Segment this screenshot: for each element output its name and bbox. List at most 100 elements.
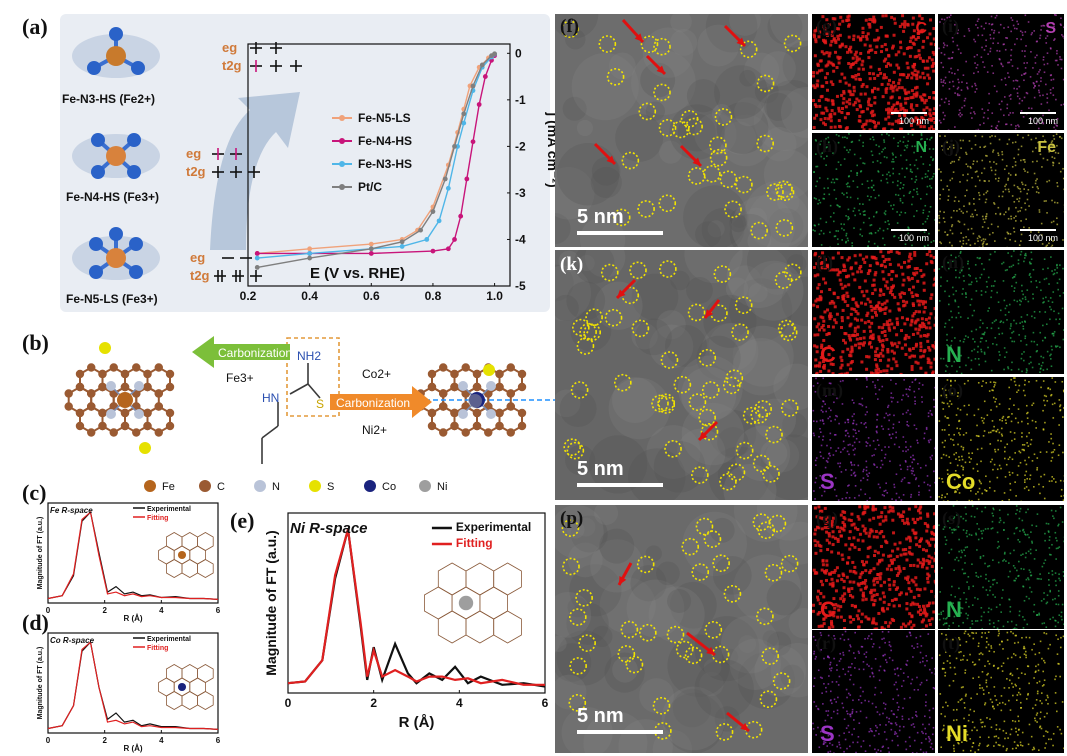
element-signal	[983, 221, 986, 223]
element-signal	[1020, 233, 1023, 236]
element-signal	[991, 520, 994, 523]
element-signal	[939, 210, 941, 213]
element-signal	[836, 415, 838, 418]
element-signal	[933, 533, 935, 537]
element-signal	[817, 526, 821, 530]
element-signal	[813, 29, 817, 33]
element-signal	[1035, 179, 1037, 182]
element-signal	[1062, 78, 1064, 81]
element-signal	[848, 484, 850, 487]
carbon-atom	[450, 408, 459, 418]
element-signal	[974, 135, 977, 137]
element-signal	[943, 526, 946, 528]
element-signal	[926, 36, 930, 40]
element-signal	[920, 325, 924, 329]
single-atom-marker	[727, 463, 746, 482]
element-signal	[1006, 319, 1008, 321]
element-signal	[951, 177, 954, 180]
element-signal	[954, 491, 956, 494]
element-signal	[992, 389, 994, 392]
element-signal	[827, 332, 831, 336]
element-signal	[916, 36, 920, 40]
element-signal	[904, 552, 908, 556]
element-signal	[877, 335, 881, 339]
element-signal	[864, 585, 868, 589]
element-signal	[979, 276, 981, 279]
element-signal	[992, 37, 995, 40]
element-signal	[821, 692, 823, 694]
element-signal	[987, 580, 990, 582]
element-signal	[913, 520, 917, 524]
element-signal	[977, 598, 979, 600]
element-signal	[881, 553, 885, 557]
element-signal	[1062, 103, 1064, 106]
element-signal	[988, 258, 991, 261]
element-signal	[946, 141, 948, 144]
element-signal	[919, 505, 923, 509]
element-signal	[925, 59, 929, 63]
element-signal	[825, 88, 829, 92]
element-signal	[1035, 191, 1038, 193]
element-signal	[957, 94, 959, 97]
element-signal	[1004, 476, 1007, 478]
element-signal	[876, 551, 880, 555]
element-signal	[1011, 413, 1013, 415]
element-signal	[820, 527, 824, 531]
element-signal	[913, 55, 917, 59]
element-signal	[909, 456, 912, 459]
element-signal	[980, 273, 983, 276]
element-signal	[927, 117, 931, 121]
element-signal	[933, 277, 935, 281]
element-signal	[1045, 451, 1048, 453]
element-signal	[1004, 551, 1006, 554]
element-signal	[997, 42, 999, 44]
element-signal	[975, 533, 978, 536]
element-signal	[1016, 20, 1018, 23]
element-signal	[951, 316, 953, 319]
element-signal	[871, 508, 875, 512]
element-signal	[881, 254, 885, 258]
element-signal	[1042, 56, 1045, 58]
element-signal	[866, 271, 870, 275]
element-signal	[868, 71, 872, 75]
element-signal	[911, 332, 915, 336]
element-signal	[980, 530, 983, 532]
element-signal	[1017, 465, 1020, 467]
element-signal	[850, 307, 854, 311]
element-signal	[1003, 213, 1005, 216]
element-signal	[873, 310, 877, 314]
element-signal	[829, 690, 832, 693]
element-signal	[1014, 481, 1016, 483]
element-signal	[915, 543, 919, 547]
texture-blob	[565, 444, 596, 476]
element-signal	[968, 533, 971, 536]
element-signal	[958, 221, 961, 223]
element-signal	[893, 84, 897, 88]
element-signal	[1049, 74, 1052, 77]
element-signal	[928, 601, 932, 605]
element-signal	[987, 346, 989, 349]
element-signal	[847, 47, 851, 51]
element-signal	[872, 602, 876, 606]
element-signal	[1031, 32, 1033, 34]
element-signal	[938, 613, 940, 615]
element-signal	[1002, 589, 1004, 591]
element-signal	[887, 122, 891, 126]
element-signal	[1017, 153, 1020, 156]
element-signal	[926, 525, 930, 529]
element-signal	[841, 594, 845, 598]
element-signal	[857, 464, 860, 467]
element-signal	[992, 593, 994, 596]
element-signal	[876, 431, 878, 434]
element-signal	[914, 342, 918, 346]
element-signal	[883, 580, 887, 584]
element-signal	[914, 310, 918, 314]
texture-blob	[731, 195, 795, 247]
element-signal	[1023, 257, 1026, 259]
element-signal	[1040, 386, 1042, 389]
element-signal	[881, 746, 884, 748]
element-signal	[869, 138, 872, 140]
element-signal	[829, 80, 833, 84]
element-signal	[900, 291, 904, 295]
element-signal	[846, 561, 850, 565]
